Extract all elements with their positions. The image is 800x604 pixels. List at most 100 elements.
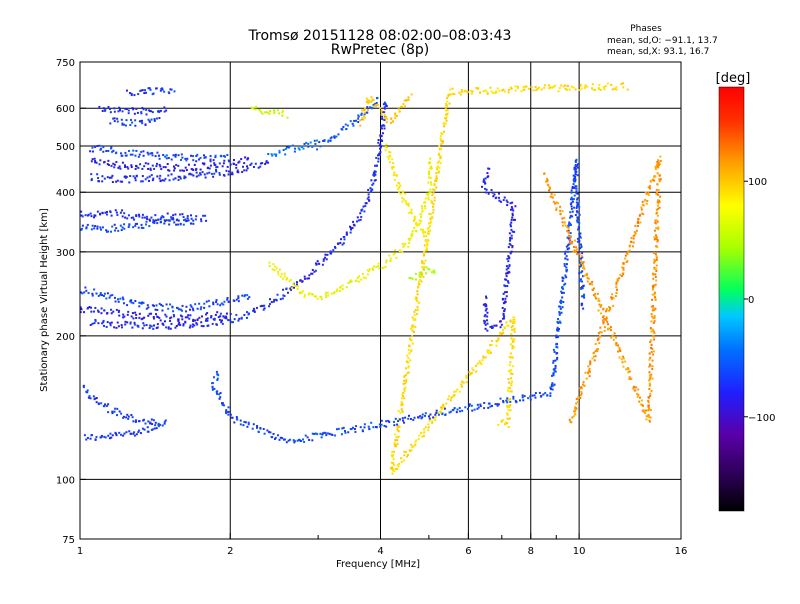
echo-point: [165, 315, 168, 318]
echo-point: [512, 395, 515, 398]
echo-point: [380, 110, 383, 113]
echo-point: [193, 163, 196, 166]
echo-point: [218, 162, 221, 165]
echo-point: [226, 298, 229, 301]
echo-point: [656, 239, 659, 242]
echo-point: [611, 296, 614, 299]
echo-point: [445, 116, 448, 119]
echo-point: [124, 216, 127, 219]
echo-point: [365, 101, 368, 104]
echo-point: [424, 259, 427, 262]
echo-point: [420, 280, 423, 283]
echo-point: [579, 236, 582, 239]
echo-point: [502, 199, 505, 202]
echo-point: [654, 297, 657, 300]
echo-point: [655, 238, 658, 241]
echo-point: [118, 109, 121, 112]
echo-point: [610, 296, 613, 299]
echo-point: [511, 345, 514, 348]
echo-point: [365, 97, 368, 100]
echo-point: [130, 299, 133, 302]
echo-point: [252, 307, 255, 310]
echo-point: [173, 90, 176, 93]
echo-point: [499, 397, 502, 400]
echo-point: [388, 150, 391, 153]
echo-point: [575, 206, 578, 209]
echo-point: [215, 299, 218, 302]
echo-point: [580, 261, 583, 264]
echo-point: [85, 226, 88, 229]
echo-point: [192, 318, 195, 321]
echo-point: [563, 216, 566, 219]
echo-point: [132, 108, 135, 111]
echo-point: [84, 214, 87, 217]
echo-point: [651, 367, 654, 370]
echo-point: [187, 163, 190, 166]
echo-point: [403, 397, 406, 400]
echo-point: [268, 265, 271, 268]
echo-point: [410, 93, 413, 96]
echo-point: [167, 327, 170, 330]
echo-point: [404, 374, 407, 377]
echo-point: [109, 230, 112, 233]
echo-point: [216, 303, 219, 306]
echo-point: [163, 110, 166, 113]
echo-point: [184, 166, 187, 169]
echo-point: [560, 84, 563, 87]
echo-point: [362, 115, 365, 118]
echo-point: [110, 308, 113, 311]
echo-point: [511, 246, 514, 249]
echo-point: [350, 428, 353, 431]
echo-point: [458, 390, 461, 393]
echo-point: [144, 123, 147, 126]
echo-point: [449, 93, 452, 96]
echo-point: [471, 367, 474, 370]
echo-point: [505, 321, 508, 324]
echo-point: [365, 202, 368, 205]
echo-point: [112, 310, 115, 313]
echo-point: [116, 321, 119, 324]
echo-point: [483, 407, 486, 410]
echo-point: [372, 182, 375, 185]
echo-point: [117, 325, 120, 328]
echo-point: [576, 240, 579, 243]
echo-point: [588, 375, 591, 378]
echo-point: [145, 220, 148, 223]
echo-point: [648, 371, 651, 374]
echo-point: [243, 169, 246, 172]
echo-point: [451, 92, 454, 95]
echo-point: [575, 185, 578, 188]
echo-point: [427, 429, 430, 432]
echo-point: [655, 236, 658, 239]
echo-point: [150, 118, 153, 121]
echo-point: [425, 192, 428, 195]
echo-point: [503, 327, 506, 330]
echo-point: [155, 427, 158, 430]
echo-point: [150, 325, 153, 328]
echo-point: [617, 350, 620, 353]
echo-point: [433, 417, 436, 420]
echo-point: [427, 239, 430, 242]
echo-point: [225, 409, 228, 412]
echo-point: [169, 327, 172, 330]
echo-point: [324, 293, 327, 296]
echo-point: [219, 315, 222, 318]
echo-point: [117, 300, 120, 303]
echo-point: [494, 197, 497, 200]
echo-point: [373, 172, 376, 175]
echo-point: [408, 276, 411, 279]
echo-point: [396, 427, 399, 430]
echo-point: [508, 390, 511, 393]
echo-point: [259, 162, 262, 165]
echo-point: [453, 394, 456, 397]
echo-point: [368, 99, 371, 102]
echo-point: [116, 117, 119, 120]
echo-point: [295, 285, 298, 288]
echo-point: [196, 318, 199, 321]
echo-point: [507, 405, 510, 408]
echo-point: [126, 217, 129, 220]
echo-point: [576, 166, 579, 169]
echo-point: [143, 324, 146, 327]
echo-point: [188, 173, 191, 176]
echo-point: [148, 312, 151, 315]
